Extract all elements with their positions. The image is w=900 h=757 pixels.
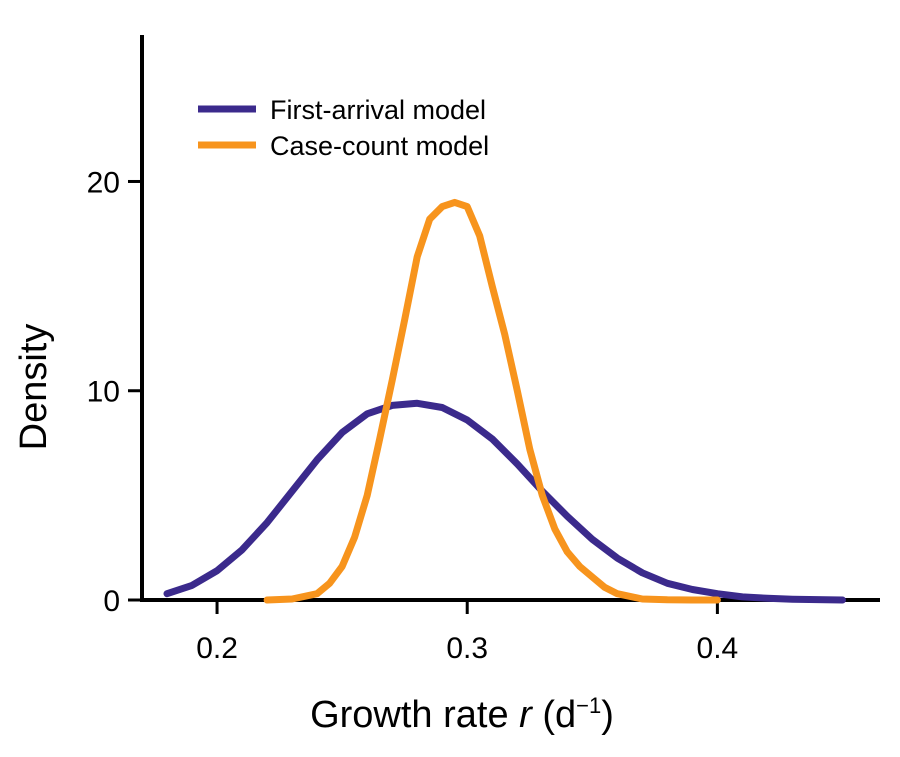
x-axis-label-space <box>509 694 520 736</box>
y-axis-label: Density <box>13 324 55 451</box>
x-ticks: 0.2 0.3 0.4 <box>196 600 738 665</box>
x-tick-label: 0.3 <box>446 632 488 665</box>
x-axis-label-unit-close: ) <box>601 694 614 736</box>
x-axis-label: Growth rate r (d−1) <box>310 693 614 736</box>
x-tick-label: 0.2 <box>196 632 238 665</box>
legend-label: Case-count model <box>270 131 489 161</box>
y-ticks: 0 10 20 <box>87 166 142 618</box>
x-axis-label-unit-exponent: −1 <box>576 693 601 718</box>
x-axis-label-text: Growth rate <box>310 694 509 736</box>
x-tick-label: 0.4 <box>697 632 739 665</box>
series-line-1 <box>163 399 846 604</box>
series-group <box>163 198 846 604</box>
x-axis-label-unit-open: (d <box>532 694 576 736</box>
y-tick-label: 10 <box>87 376 120 409</box>
legend: First-arrival model Case-count model <box>198 95 489 161</box>
x-axis-label-variable: r <box>519 694 533 736</box>
series-line-2 <box>263 198 721 604</box>
legend-label: First-arrival model <box>270 95 486 125</box>
axes <box>140 35 880 602</box>
y-tick-label: 20 <box>87 166 120 199</box>
y-tick-label: 0 <box>103 585 120 618</box>
